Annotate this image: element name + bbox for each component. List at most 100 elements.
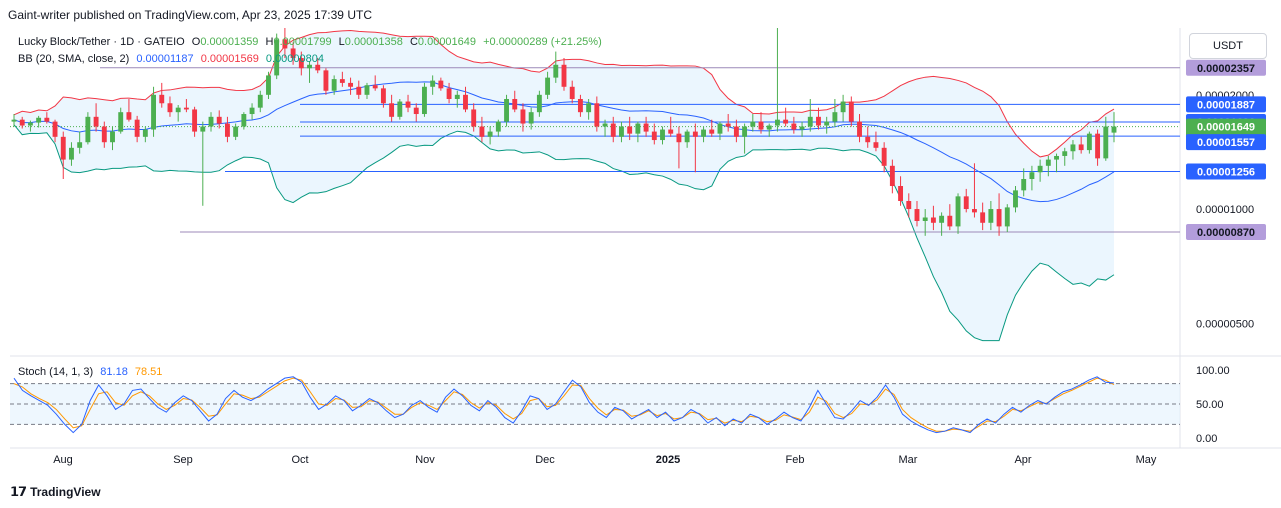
candle-body [799, 126, 805, 130]
candle-body [848, 101, 854, 122]
candle-body [881, 147, 887, 166]
candle-body [709, 129, 715, 134]
candle-body [577, 98, 583, 113]
time-tick-label: Nov [415, 454, 435, 466]
price-label-box [1186, 134, 1266, 151]
price-label-text: 0.00001649 [1197, 122, 1255, 134]
candle-body [216, 116, 222, 124]
stoch-label[interactable]: Stoch (14, 1, 3) [18, 366, 94, 378]
candle-body [60, 136, 66, 160]
candle-body [898, 186, 904, 202]
candle-body [380, 88, 386, 104]
candle-body [668, 129, 674, 134]
candle-body [315, 64, 321, 71]
candle-body [1029, 172, 1035, 179]
candle-body [36, 117, 42, 123]
stochastic-legend: Stoch (14, 1, 3) 81.18 78.51 [18, 366, 166, 378]
candle-body [307, 64, 312, 69]
high-value: 0.00001799 [273, 36, 332, 48]
price-label-box [1186, 223, 1266, 240]
candle-body [725, 123, 731, 127]
candle-body [331, 79, 337, 91]
candle-body [561, 64, 567, 87]
candle-body [660, 129, 665, 141]
candle-body [159, 94, 165, 104]
candle-body [651, 131, 657, 141]
price-label-text: 0.00001557 [1197, 137, 1255, 149]
time-tick-label: Mar [899, 454, 918, 466]
candle-body [77, 142, 83, 148]
time-tick-label: Sep [173, 454, 193, 466]
candle-body [339, 79, 345, 83]
candle-body [963, 196, 969, 210]
candle-body [528, 112, 534, 124]
candle-body [85, 116, 91, 143]
candle-body [233, 126, 239, 137]
candle-body [816, 116, 821, 126]
candle-body [454, 94, 460, 99]
candle-body [413, 107, 419, 115]
candle-body [282, 39, 288, 49]
stoch-d-line [13, 377, 1115, 432]
candle-body [298, 58, 304, 69]
time-tick-label: 2025 [656, 454, 680, 466]
tradingview-logo[interactable]: 𝟭𝟳 TradingView [10, 484, 101, 500]
low-value: 0.00001358 [344, 36, 403, 48]
candle-body [69, 147, 74, 160]
candle-body [1078, 144, 1084, 151]
candle-body [602, 123, 608, 127]
candle-body [1086, 133, 1092, 151]
currency-button[interactable]: USDT [1189, 33, 1267, 59]
candle-body [610, 123, 616, 137]
bb-label[interactable]: BB (20, SMA, close, 2) [18, 53, 130, 65]
candle-body [1037, 165, 1043, 173]
candle-body [495, 121, 501, 132]
close-value: 0.00001649 [417, 36, 477, 48]
candle-body [520, 109, 526, 124]
candle-body [619, 126, 624, 137]
candle-body [791, 123, 797, 130]
candle-body [832, 112, 838, 122]
candle-body [126, 112, 132, 120]
candle-body [471, 109, 477, 127]
candle-body [405, 101, 411, 108]
candle-body [906, 201, 912, 210]
time-tick-label: Apr [1014, 454, 1031, 466]
time-tick-label: Aug [53, 454, 73, 466]
high-label: H [265, 36, 274, 48]
candle-body [766, 125, 772, 130]
open-value: 0.00001359 [200, 36, 259, 48]
candle-body [996, 209, 1002, 227]
candle-body [430, 80, 436, 87]
tv-logo-icon: 𝟭𝟳 [10, 484, 27, 499]
candle-body [750, 121, 756, 127]
price-label-text: 0.00001887 [1197, 99, 1255, 111]
candle-body [1111, 126, 1117, 133]
stoch-k-value: 81.18 [100, 366, 128, 378]
candle-body [372, 85, 378, 89]
candle-body [512, 98, 518, 110]
candle-body [717, 123, 723, 134]
candle-body [692, 131, 698, 137]
candle-body [224, 123, 230, 137]
candle-body [701, 129, 706, 137]
candle-body [11, 119, 17, 122]
candle-body [939, 215, 945, 223]
tv-logo-text: TradingView [30, 485, 101, 499]
candle-body [594, 103, 600, 127]
candle-body [323, 70, 329, 91]
symbol-title[interactable]: Lucky Block/Tether · 1D · GATEIO [18, 36, 185, 48]
candle-body [479, 126, 485, 137]
candle-body [52, 121, 58, 137]
price-tick-label: 0.00000500 [1196, 318, 1254, 330]
time-tick-label: May [1136, 454, 1157, 466]
candle-body [553, 64, 559, 78]
candle-body [422, 86, 427, 115]
bollinger-basis-line [13, 81, 1115, 203]
price-label-box [1186, 163, 1266, 180]
publisher-header: Gaint-writer published on TradingView.co… [8, 8, 372, 22]
price-label-text: 0.00000870 [1197, 227, 1255, 239]
candle-body [1021, 178, 1027, 191]
bb-upper-value: 0.00001569 [200, 53, 259, 65]
